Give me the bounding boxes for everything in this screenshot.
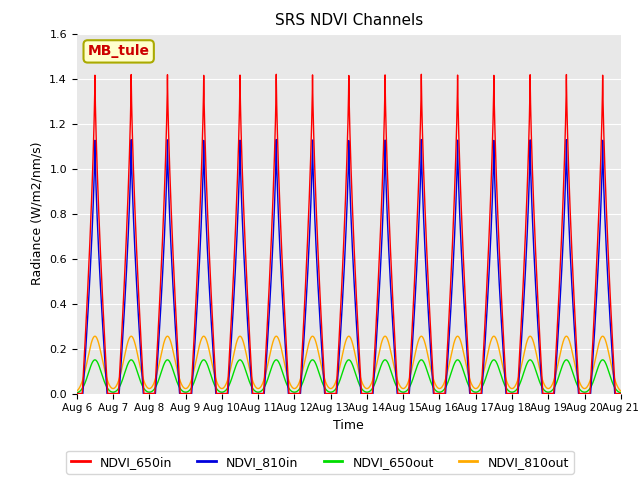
Legend: NDVI_650in, NDVI_810in, NDVI_650out, NDVI_810out: NDVI_650in, NDVI_810in, NDVI_650out, NDV… — [67, 451, 573, 474]
Title: SRS NDVI Channels: SRS NDVI Channels — [275, 13, 423, 28]
Y-axis label: Radiance (W/m2/nm/s): Radiance (W/m2/nm/s) — [31, 142, 44, 285]
X-axis label: Time: Time — [333, 419, 364, 432]
Text: MB_tule: MB_tule — [88, 44, 150, 59]
